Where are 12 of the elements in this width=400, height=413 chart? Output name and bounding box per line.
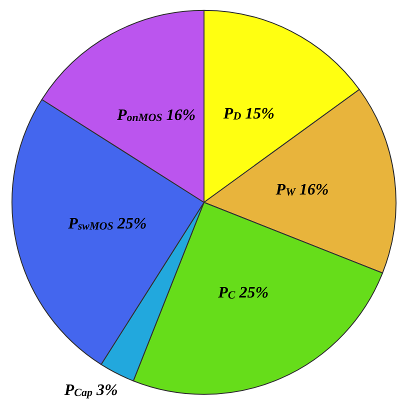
slice-label: PW [274,181,297,198]
data-label: 25% [235,284,269,302]
data-label: 16% [162,107,196,124]
data-label: 25% [113,215,147,232]
slice-label: PC [217,284,236,302]
data-label: 15% [241,106,274,123]
data-label: 3% [92,382,118,400]
slice-label: PswMOS [67,215,114,232]
slice-label: PonMOS [116,107,162,124]
data-label: 16% [295,181,329,198]
slice-label: PD [222,106,242,123]
slice-label: PCap [63,382,93,400]
